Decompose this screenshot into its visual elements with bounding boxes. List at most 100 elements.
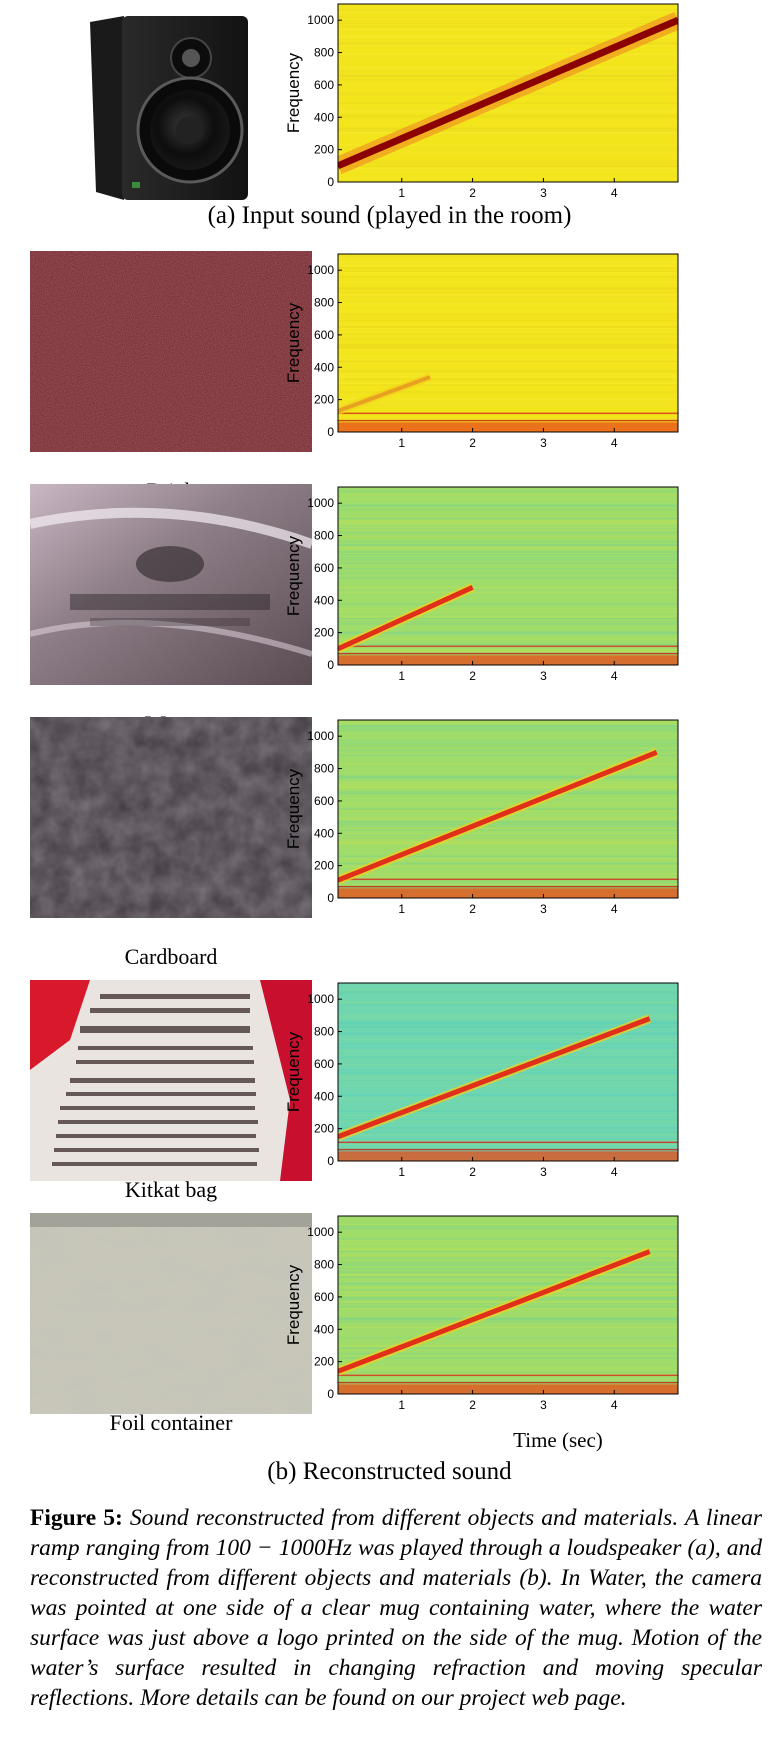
- noise-band: [338, 544, 678, 547]
- x-tick-label: 2: [469, 186, 476, 200]
- noise-band: [338, 302, 678, 305]
- noise-band: [338, 316, 678, 318]
- noise-band: [338, 73, 678, 75]
- cardboard-photo: [30, 717, 312, 918]
- speaker-photo: [86, 12, 256, 204]
- noise-band: [338, 1050, 678, 1052]
- noise-band: [338, 1373, 678, 1376]
- ramp-line: [338, 1016, 651, 1140]
- noise-band: [338, 34, 678, 37]
- noise-band: [338, 384, 678, 386]
- y-axis-label: Frequency: [285, 768, 303, 849]
- noise-band: [338, 130, 678, 132]
- noise-band: [338, 727, 678, 730]
- noise-band: [338, 57, 678, 59]
- noise-band: [338, 1252, 678, 1255]
- noise-band: [338, 1020, 678, 1023]
- ramp-line: [338, 16, 678, 170]
- plot-frame: [337, 1215, 679, 1395]
- noise-band: [338, 559, 678, 561]
- noise-band: [338, 1077, 678, 1079]
- noise-band: [338, 786, 678, 789]
- noise-band: [338, 1298, 678, 1301]
- noise-band: [338, 25, 678, 27]
- noise-band: [338, 68, 678, 70]
- x-tick-label: 2: [469, 1398, 476, 1412]
- spectrogram-input: 0 200 400 600 800 1000 1 2 3 4 Frequency: [285, 3, 679, 200]
- brick-photo: [30, 251, 312, 452]
- noise-band: [338, 865, 678, 867]
- noise-band: [338, 507, 678, 509]
- noise-band: [338, 1081, 678, 1083]
- harmonic-line: [338, 885, 678, 888]
- figure-caption-text: Sound reconstructed from different objec…: [30, 1505, 763, 1711]
- y-tick-label: 0: [327, 175, 334, 189]
- y-tick-label: 400: [314, 360, 334, 374]
- x-tick-label: 4: [611, 186, 618, 200]
- plot-frame: [337, 719, 679, 899]
- noise-band: [338, 42, 678, 44]
- y-tick-label: 800: [314, 762, 334, 776]
- noise-band: [338, 1018, 678, 1020]
- noise-band: [338, 167, 678, 169]
- noise-band: [338, 333, 678, 336]
- noise-band: [338, 557, 678, 559]
- noise-band: [338, 862, 678, 865]
- low-freq-band: [338, 888, 678, 898]
- x-tick-label: 3: [540, 436, 547, 450]
- noise-band: [338, 1248, 678, 1251]
- y-tick-label: 200: [314, 143, 334, 157]
- harmonic-line: [338, 645, 678, 648]
- noise-band: [338, 1033, 678, 1035]
- noise-band: [338, 1318, 678, 1321]
- x-tick-label: 4: [611, 902, 618, 916]
- noise-band: [338, 165, 678, 167]
- x-tick-label: 1: [398, 1165, 405, 1179]
- noise-band: [338, 261, 678, 264]
- noise-band: [338, 152, 678, 154]
- noise-band: [338, 1002, 678, 1004]
- noise-band: [338, 270, 678, 273]
- noise-band: [338, 319, 678, 322]
- noise-band: [338, 823, 678, 826]
- harmonic-line: [338, 1374, 678, 1377]
- noise-band: [338, 132, 678, 135]
- noise-band: [338, 1337, 678, 1339]
- noise-band: [338, 114, 678, 117]
- noise-band: [338, 515, 678, 518]
- noise-band: [338, 633, 678, 635]
- spectrogram-water: 0 200 400 600 800 1000 1 2 3 4 Frequency: [285, 486, 679, 683]
- harmonic-line: [338, 412, 678, 415]
- x-tick-label: 2: [469, 669, 476, 683]
- noise-band: [338, 1001, 678, 1003]
- y-tick-label: 800: [314, 296, 334, 310]
- noise-band: [338, 1026, 678, 1028]
- noise-band: [338, 358, 678, 361]
- noise-band: [338, 336, 678, 339]
- x-tick-label: 1: [398, 436, 405, 450]
- noise-band: [338, 116, 678, 118]
- harmonic-line: [338, 652, 678, 655]
- noise-band: [338, 591, 678, 594]
- x-tick-label: 1: [398, 669, 405, 683]
- noise-band: [338, 127, 678, 129]
- noise-band: [338, 349, 678, 352]
- noise-band: [338, 1110, 678, 1113]
- y-tick-label: 200: [314, 1355, 334, 1369]
- noise-band: [338, 1225, 678, 1228]
- noise-band: [338, 45, 678, 47]
- noise-band: [338, 403, 678, 406]
- noise-band: [338, 255, 678, 258]
- noise-band: [338, 490, 678, 493]
- noise-band: [338, 331, 678, 333]
- noise-band: [338, 649, 678, 651]
- noise-band: [338, 1143, 678, 1145]
- noise-band: [338, 643, 678, 646]
- noise-band: [338, 1320, 678, 1323]
- noise-band: [338, 827, 678, 830]
- noise-band: [338, 1273, 678, 1276]
- noise-band: [338, 144, 678, 146]
- noise-band: [338, 820, 678, 822]
- noise-band: [338, 276, 678, 278]
- noise-band: [338, 754, 678, 757]
